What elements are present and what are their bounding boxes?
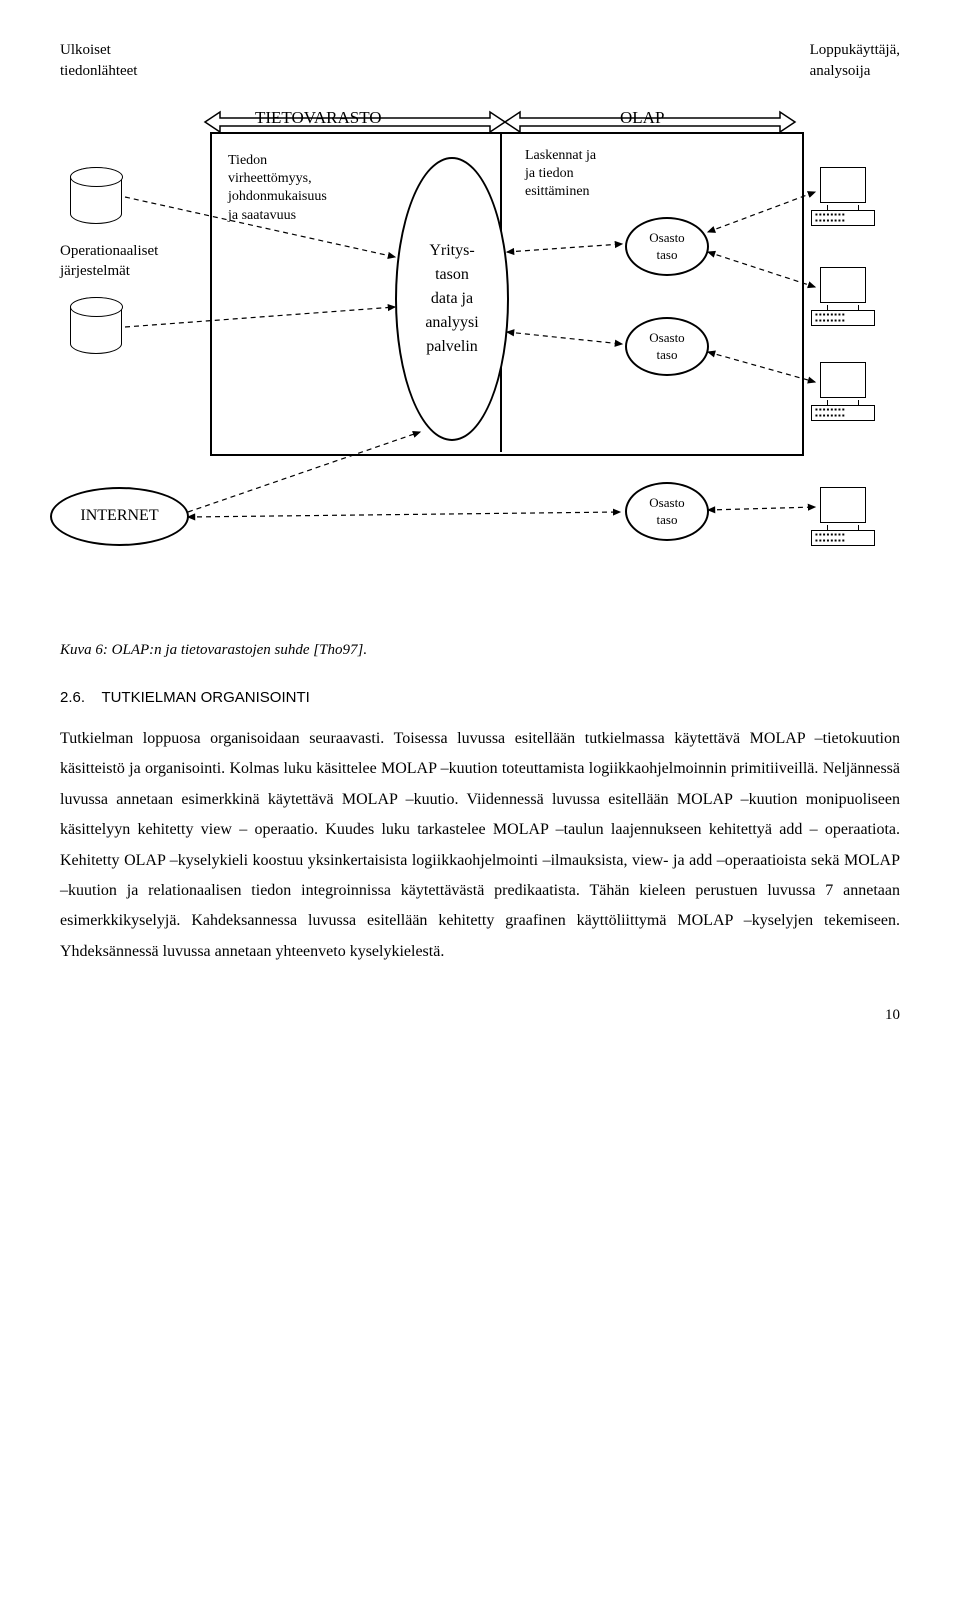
header-right-line1: Loppukäyttäjä, <box>810 42 900 58</box>
section-heading: 2.6. TUTKIELMAN ORGANISOINTI <box>60 689 900 706</box>
figure-caption: Kuva 6: OLAP:n ja tietovarastojen suhde … <box>60 642 900 659</box>
cylinder-icon <box>70 167 122 224</box>
header-right: Loppukäyttäjä, analysoija <box>810 40 900 82</box>
dept-node-3: Osastotaso <box>625 482 709 541</box>
right-column-title: OLAP <box>620 108 664 128</box>
olap-diagram: TIETOVARASTO OLAP Operationaaliset järje… <box>60 102 880 612</box>
page-number: 10 <box>60 1007 900 1024</box>
keyboard-icon: ▪▪▪▪▪▪▪▪▪▪▪▪▪▪▪▪ <box>811 405 875 421</box>
server-node: Yritys- tason data ja analyysi palvelin <box>395 157 509 441</box>
dept-node-2: Osastotaso <box>625 317 709 376</box>
header-left-line1: Ulkoiset <box>60 42 111 58</box>
keyboard-icon: ▪▪▪▪▪▪▪▪▪▪▪▪▪▪▪▪ <box>811 310 875 326</box>
header-row: Ulkoiset tiedonlähteet Loppukäyttäjä, an… <box>60 40 900 82</box>
header-right-line2: analysoija <box>810 63 871 79</box>
keyboard-icon: ▪▪▪▪▪▪▪▪▪▪▪▪▪▪▪▪ <box>811 530 875 546</box>
header-left-line2: tiedonlähteet <box>60 63 137 79</box>
left-column-title: TIETOVARASTO <box>255 108 382 128</box>
monitor-icon <box>820 362 866 398</box>
section-title: TUTKIELMAN ORGANISOINTI <box>101 689 309 706</box>
header-left: Ulkoiset tiedonlähteet <box>60 40 137 82</box>
calc-label: Laskennat ja ja tiedon esittäminen <box>525 147 596 202</box>
monitor-icon <box>820 487 866 523</box>
dept-node-1: Osastotaso <box>625 217 709 276</box>
body-paragraph: Tutkielman loppuosa organisoidaan seuraa… <box>60 724 900 967</box>
data-quality-label: Tiedon virheettömyys, johdonmukaisuus ja… <box>228 152 327 225</box>
cylinder-icon <box>70 297 122 354</box>
keyboard-icon: ▪▪▪▪▪▪▪▪▪▪▪▪▪▪▪▪ <box>811 210 875 226</box>
section-number: 2.6. <box>60 689 85 706</box>
monitor-icon <box>820 167 866 203</box>
op-systems-label: Operationaaliset järjestelmät <box>60 242 158 281</box>
monitor-icon <box>820 267 866 303</box>
internet-node: INTERNET <box>50 487 189 546</box>
